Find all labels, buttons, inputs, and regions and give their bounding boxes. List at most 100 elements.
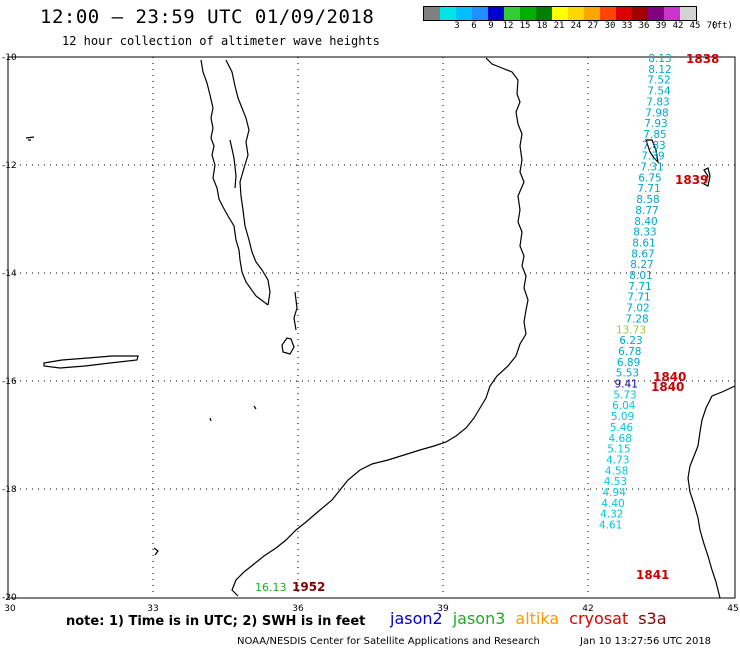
legend-tick-label: 24 bbox=[570, 21, 582, 31]
lake-shore-west-inner bbox=[229, 139, 237, 189]
graticule bbox=[8, 57, 735, 597]
wave-height-value: 7.93 bbox=[644, 118, 667, 130]
wave-height-value: 4.61 bbox=[599, 520, 622, 532]
wave-height-value: 8.12 bbox=[648, 64, 671, 76]
wave-height-value: 4.53 bbox=[604, 476, 627, 488]
legend-swatch bbox=[504, 7, 520, 20]
wave-height-value: 9.41 bbox=[615, 379, 638, 391]
legend-tick-label: 39 bbox=[655, 21, 667, 31]
islet-2 bbox=[209, 417, 212, 422]
wave-height-value: 6.23 bbox=[619, 335, 642, 347]
generated-timestamp: Jan 10 13:27:56 UTC 2018 bbox=[580, 636, 712, 647]
legend-tick-label: 42 bbox=[672, 21, 684, 31]
chart-title: 12:00 – 23:59 UTC 01/09/2018 bbox=[40, 6, 375, 28]
legend-swatch bbox=[632, 7, 648, 20]
legend-tick-label: 15 bbox=[519, 21, 531, 31]
latitude-label: -18 bbox=[2, 485, 17, 495]
longitude-label: 33 bbox=[147, 604, 158, 614]
wave-height-value: 7.83 bbox=[646, 96, 669, 108]
legend-swatch bbox=[488, 7, 504, 20]
legend-swatch bbox=[584, 7, 600, 20]
legend-swatch bbox=[536, 7, 552, 20]
mozambique-island bbox=[153, 547, 159, 556]
wave-height-value: 8.77 bbox=[635, 205, 658, 217]
legend-swatch bbox=[472, 7, 488, 20]
river-shire bbox=[293, 291, 298, 331]
wave-height-value: 6.89 bbox=[617, 357, 640, 369]
wave-height-value: 7.52 bbox=[647, 75, 670, 87]
wave-height-value: 7.71 bbox=[637, 183, 660, 195]
color-legend bbox=[423, 6, 697, 21]
legend-tick-label: 21 bbox=[553, 21, 565, 31]
wave-height-value: 6.04 bbox=[612, 400, 636, 412]
legend-tick-label: 30 bbox=[604, 21, 616, 31]
legend-tick-label: 3 bbox=[454, 21, 460, 31]
longitude-label: 30 bbox=[4, 604, 16, 614]
pass-time-label: 1839 bbox=[675, 173, 708, 187]
longitude-label: 39 bbox=[437, 604, 449, 614]
legend-tick-label: 9 bbox=[488, 21, 494, 31]
wave-height-value: 5.09 bbox=[611, 411, 634, 423]
lake-malawi-east-shore bbox=[225, 59, 271, 306]
wave-height-value: 7.71 bbox=[628, 281, 651, 293]
satellite-name: jason2 bbox=[390, 609, 443, 628]
latitude-label: -12 bbox=[2, 161, 17, 171]
wave-height-value: 8.40 bbox=[634, 216, 657, 228]
wave-height-value: 8.61 bbox=[632, 237, 655, 249]
legend-swatch bbox=[568, 7, 584, 20]
islet-1 bbox=[253, 405, 257, 410]
legend-tick-label: 70 bbox=[706, 21, 718, 31]
wave-height-value: 4.73 bbox=[606, 454, 629, 466]
mainland-coast bbox=[231, 57, 529, 597]
wave-height-value: 5.46 bbox=[610, 422, 634, 434]
wave-height-value: 8.13 bbox=[648, 53, 671, 65]
footer-note: note: 1) Time is in UTC; 2) SWH is in fe… bbox=[66, 614, 366, 629]
latitude-label: -10 bbox=[2, 53, 17, 63]
lake-malawi-west-shore bbox=[200, 59, 269, 306]
wave-height-value: 4.94 bbox=[603, 487, 627, 499]
wave-height-value: 13.73 bbox=[616, 324, 646, 336]
satellite-name: altika bbox=[515, 609, 560, 628]
legend-tick-label: 45 bbox=[689, 21, 701, 31]
lake-malombe bbox=[281, 337, 295, 355]
chart-subtitle: 12 hour collection of altimeter wave hei… bbox=[62, 34, 380, 48]
legend-labels: 3 6 9 12 15 18 21 24 27 30 33 36 39 42 45 70 (ft) bbox=[423, 21, 740, 33]
longitude-label: 42 bbox=[582, 604, 593, 614]
latitude-labels: -10 -12 -14 -16 -18 -20 bbox=[2, 53, 17, 603]
legend-swatch bbox=[456, 7, 472, 20]
wave-height-value: 5.53 bbox=[616, 368, 639, 380]
legend-tick-label: 36 bbox=[638, 21, 650, 31]
wave-height-value: 4.32 bbox=[600, 509, 623, 521]
latitude-label: -16 bbox=[2, 377, 17, 387]
wave-height-value: 8.27 bbox=[630, 259, 653, 271]
pass-time-label: 1840 bbox=[653, 370, 686, 384]
wave-height-value: 7.28 bbox=[625, 313, 648, 325]
legend-tick-label: 6 bbox=[471, 21, 477, 31]
wave-height-value: 4.58 bbox=[605, 465, 628, 477]
wave-height-value: 7.71 bbox=[627, 292, 650, 304]
legend-tick-label: 18 bbox=[536, 21, 548, 31]
legend-swatch bbox=[440, 7, 456, 20]
wave-height-value: 4.68 bbox=[609, 433, 632, 445]
map-frame bbox=[7, 56, 736, 599]
credit-line: NOAA/NESDIS Center for Satellite Applica… bbox=[237, 636, 540, 647]
small-island-west bbox=[25, 136, 35, 141]
wave-height-value: 7.85 bbox=[643, 129, 666, 141]
legend-swatch bbox=[424, 7, 440, 20]
longitude-label: 45 bbox=[727, 604, 738, 614]
latitude-label: -14 bbox=[2, 269, 17, 279]
wave-height-value: 7.31 bbox=[640, 162, 663, 174]
satellite-name: jason3 bbox=[452, 609, 506, 628]
wave-height-value: 4.40 bbox=[601, 498, 624, 510]
wave-height-value: 7.98 bbox=[645, 107, 668, 119]
legend-tick-label: 33 bbox=[621, 21, 633, 31]
legend-swatch bbox=[552, 7, 568, 20]
legend-swatch bbox=[664, 7, 680, 20]
comoros-island bbox=[645, 139, 659, 164]
legend-tick-label: 27 bbox=[587, 21, 599, 31]
wave-height-value: 8.67 bbox=[631, 248, 654, 260]
coastline bbox=[25, 57, 736, 599]
wave-height-value: 8.58 bbox=[636, 194, 659, 206]
